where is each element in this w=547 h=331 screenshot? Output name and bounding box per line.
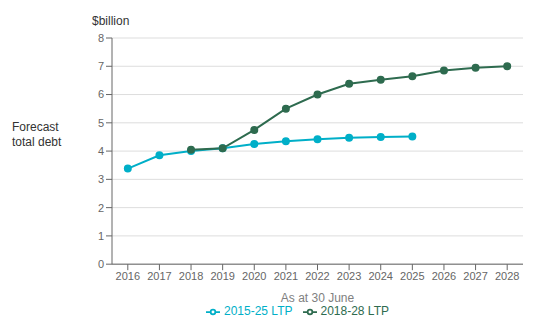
svg-text:2023: 2023 [337,270,361,282]
svg-text:2025: 2025 [400,270,424,282]
svg-text:0: 0 [98,258,104,270]
svg-text:1: 1 [98,230,104,242]
svg-text:2018: 2018 [179,270,203,282]
html-text:Forecast: Forecast [12,120,59,134]
svg-text:3: 3 [98,173,104,185]
svg-text:2024: 2024 [368,270,392,282]
svg-text:4: 4 [98,145,104,157]
html-text:$billion: $billion [92,14,130,28]
svg-text:2026: 2026 [432,270,456,282]
svg-text:2017: 2017 [147,270,171,282]
html-text:2015-25 LTP: 2015-25 LTP [224,304,293,319]
svg-text:2022: 2022 [305,270,329,282]
svg-text:7: 7 [98,60,104,72]
svg-text:2016: 2016 [116,270,140,282]
svg-text:2020: 2020 [242,270,266,282]
svg-text:6: 6 [98,88,104,100]
svg-text:2019: 2019 [210,270,234,282]
svg-text:2027: 2027 [463,270,487,282]
svg-text:As at 30 June: As at 30 June [281,291,355,305]
html-text:total debt: total debt [12,135,62,149]
svg-text:2021: 2021 [274,270,298,282]
svg-text:2: 2 [98,202,104,214]
svg-text:2028: 2028 [495,270,519,282]
svg-text:8: 8 [98,32,104,44]
svg-text:5: 5 [98,117,104,129]
html-text:2018-28 LTP: 2018-28 LTP [320,304,389,319]
